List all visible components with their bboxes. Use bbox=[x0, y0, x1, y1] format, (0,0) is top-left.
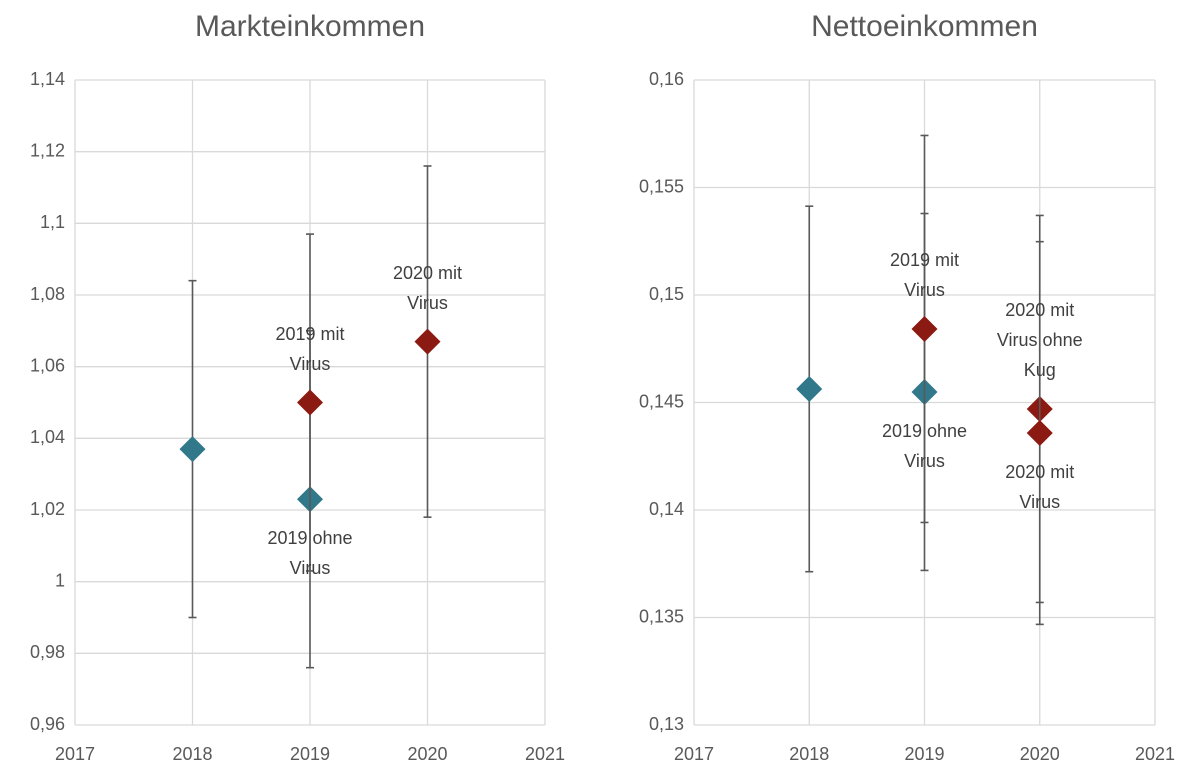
y-tick-label: 0,135 bbox=[639, 606, 684, 626]
chart-title: Nettoeinkommen bbox=[811, 10, 1038, 43]
y-tick-label: 1,1 bbox=[40, 212, 65, 232]
data-label: 2019 ohne Virus bbox=[267, 528, 353, 579]
y-tick-label: 0,14 bbox=[649, 499, 684, 519]
y-tick-label: 1,06 bbox=[30, 355, 65, 375]
point bbox=[297, 389, 323, 416]
y-tick-label: 0,145 bbox=[639, 391, 684, 411]
y-tick-label: 1,02 bbox=[30, 499, 65, 519]
point bbox=[911, 315, 938, 342]
point bbox=[179, 436, 206, 463]
y-tick-label: 1 bbox=[55, 570, 65, 590]
data-label: 2019 mit Virus bbox=[889, 249, 960, 300]
point bbox=[414, 328, 441, 355]
point bbox=[1026, 420, 1053, 447]
x-tick-label: 2017 bbox=[55, 744, 95, 764]
y-tick-label: 0,13 bbox=[649, 714, 684, 734]
x-tick-label: 2019 bbox=[904, 744, 944, 764]
x-tick-label: 2018 bbox=[789, 744, 829, 764]
y-tick-label: 0,16 bbox=[649, 69, 684, 89]
y-tick-label: 0,155 bbox=[639, 176, 684, 196]
y-tick-label: 0,96 bbox=[30, 714, 65, 734]
y-tick-label: 0,15 bbox=[649, 284, 684, 304]
data-label: 2020 mit Virus bbox=[1005, 462, 1075, 513]
y-tick-label: 0,98 bbox=[30, 642, 65, 662]
data-label: 2020 mit Virus ohne Kug bbox=[996, 299, 1083, 380]
x-tick-label: 2018 bbox=[172, 744, 212, 764]
x-tick-label: 2017 bbox=[674, 744, 714, 764]
x-tick-label: 2020 bbox=[1020, 744, 1060, 764]
y-tick-label: 1,14 bbox=[30, 69, 65, 89]
point bbox=[796, 375, 823, 402]
data-label: 2019 mit Virus bbox=[275, 323, 345, 374]
x-tick-label: 2021 bbox=[1135, 744, 1175, 764]
x-tick-label: 2021 bbox=[525, 744, 565, 764]
y-tick-label: 1,08 bbox=[30, 284, 65, 304]
data-label: 2020 mit Virus bbox=[392, 262, 463, 313]
x-tick-label: 2020 bbox=[407, 744, 447, 764]
data-label: 2019 ohne Virus bbox=[881, 420, 968, 471]
y-tick-label: 1,12 bbox=[30, 140, 65, 160]
x-tick-label: 2019 bbox=[290, 744, 330, 764]
chart-title: Markteinkommen bbox=[195, 10, 425, 43]
y-tick-label: 1,04 bbox=[30, 427, 65, 447]
